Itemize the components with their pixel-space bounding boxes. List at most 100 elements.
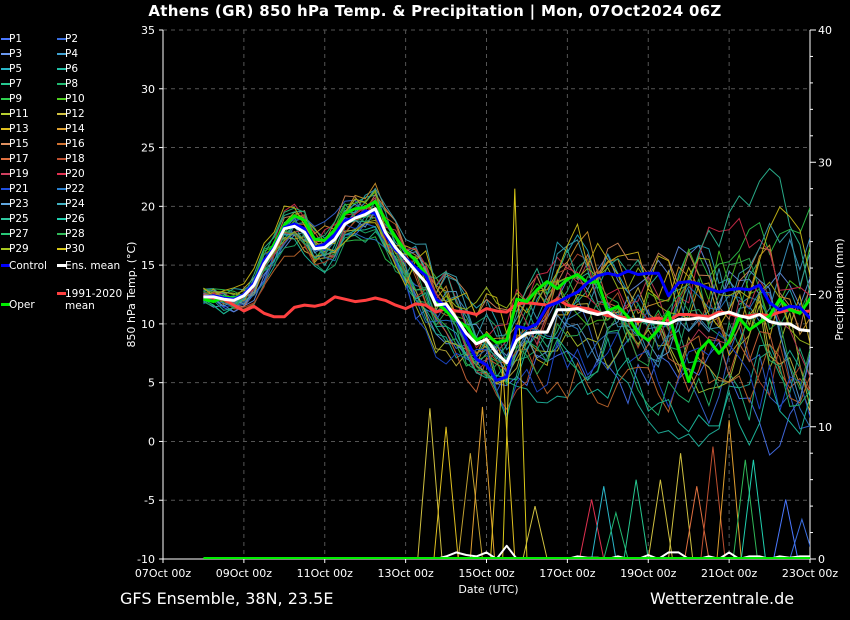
legend-label: P12 [65, 108, 85, 120]
legend-swatch [1, 188, 10, 190]
y-tick-label: -10 [137, 553, 155, 566]
legend-label: P22 [65, 183, 85, 195]
legend-swatch [1, 128, 10, 130]
legend-label: P23 [9, 198, 29, 210]
legend-label: Ens. mean [65, 260, 121, 272]
legend-swatch [57, 98, 66, 100]
y-tick-label: 20 [141, 200, 155, 213]
legend-swatch [1, 264, 10, 267]
legend-label: P27 [9, 228, 29, 240]
x-tick-label: 21Oct 00z [701, 567, 758, 580]
legend-swatch [57, 128, 66, 130]
y-tick-label: 0 [148, 435, 155, 448]
member-precip-spike [469, 406, 496, 559]
legend-swatch [57, 203, 66, 205]
legend-label: P9 [9, 93, 23, 105]
legend-label: P14 [65, 123, 85, 135]
x-tick-label: 07Oct 00z [135, 567, 192, 580]
legend-label: 1991-2020 mean [65, 288, 123, 312]
member-precip-spike [740, 459, 767, 559]
legend-label: P2 [65, 33, 79, 45]
y-tick-label: 25 [141, 142, 155, 155]
legend-swatch [1, 53, 10, 55]
member-precip-spike [433, 426, 459, 559]
legend-swatch [57, 218, 66, 220]
member-precip-spike [579, 499, 605, 559]
legend-swatch [1, 68, 10, 70]
member-line-p1 [203, 223, 810, 456]
legend-swatch [1, 38, 10, 40]
member-precip [417, 188, 810, 559]
legend-label: P8 [65, 78, 79, 90]
member-precip-spike [647, 479, 674, 559]
legend-swatch [1, 158, 10, 160]
legend-label: P10 [65, 93, 85, 105]
member-line-p24 [203, 187, 810, 363]
model-caption: GFS Ensemble, 38N, 23.5E [120, 589, 334, 608]
legend-label: P28 [65, 228, 85, 240]
legend-swatch [1, 248, 10, 250]
member-precip-spike [591, 486, 617, 559]
legend-label: Control [9, 260, 47, 272]
legend-swatch [1, 98, 10, 100]
legend-swatch [1, 83, 10, 85]
legend-swatch [57, 53, 66, 55]
legend-label: P7 [9, 78, 23, 90]
legend-swatch [1, 303, 10, 306]
y2-tick-label: 10 [818, 421, 832, 434]
legend-label: P17 [9, 153, 29, 165]
x-tick-label: 09Oct 00z [216, 567, 273, 580]
legend-label: P26 [65, 213, 85, 225]
y-tick-label: -5 [144, 494, 155, 507]
legend-swatch [57, 188, 66, 190]
source-caption: Wetterzentrale.de [650, 589, 795, 608]
y2-axis-label: Precipitation (mm) [833, 238, 846, 340]
y-tick-label: 5 [148, 377, 155, 390]
legend-label: P21 [9, 183, 29, 195]
series-control [203, 209, 810, 382]
series-ens-mean [203, 207, 810, 365]
legend-swatch [57, 68, 66, 70]
legend-swatch [57, 158, 66, 160]
member-precip-spike [623, 479, 649, 559]
legend-label: P5 [9, 63, 23, 75]
x-tick-label: 23Oct 00z [782, 567, 839, 580]
legend-swatch [57, 83, 66, 85]
member-precip-spike [732, 459, 758, 559]
legend-label: P30 [65, 243, 85, 255]
member-precip-spike [603, 510, 629, 559]
y2-tick-label: 30 [818, 156, 832, 169]
member-precip-spike [417, 408, 443, 559]
member-precip-spike [716, 420, 742, 559]
legend-label: P20 [65, 168, 85, 180]
x-tick-label: 11Oct 00z [297, 567, 354, 580]
series-ens-mean-precipitation [203, 544, 810, 559]
legend-swatch [57, 113, 66, 115]
member-precip-spike [684, 486, 710, 559]
x-tick-label: 13Oct 00z [377, 567, 434, 580]
x-tick-label: 15Oct 00z [458, 567, 515, 580]
member-line-p30 [203, 205, 810, 336]
member-precip-spike [490, 367, 516, 559]
member-line-p18 [203, 211, 810, 411]
legend-label: P15 [9, 138, 29, 150]
legend-swatch [57, 38, 66, 40]
y-tick-label: 35 [141, 24, 155, 37]
chart-title: Athens (GR) 850 hPa Temp. & Precipitatio… [148, 2, 722, 20]
y2-tick-label: 0 [818, 553, 825, 566]
legend-swatch [1, 143, 10, 145]
legend-swatch [57, 173, 66, 175]
member-precip-spike [700, 446, 726, 559]
legend-swatch [57, 264, 66, 267]
legend-swatch [1, 113, 10, 115]
legend-swatch [57, 143, 66, 145]
legend-swatch [1, 203, 10, 205]
legend-label: P4 [65, 48, 79, 60]
legend-swatch [1, 218, 10, 220]
member-precip-spike [773, 499, 799, 559]
y-tick-label: 15 [141, 259, 155, 272]
legend-label: P25 [9, 213, 29, 225]
member-precip-spike [667, 453, 694, 559]
legend-label: P16 [65, 138, 85, 150]
